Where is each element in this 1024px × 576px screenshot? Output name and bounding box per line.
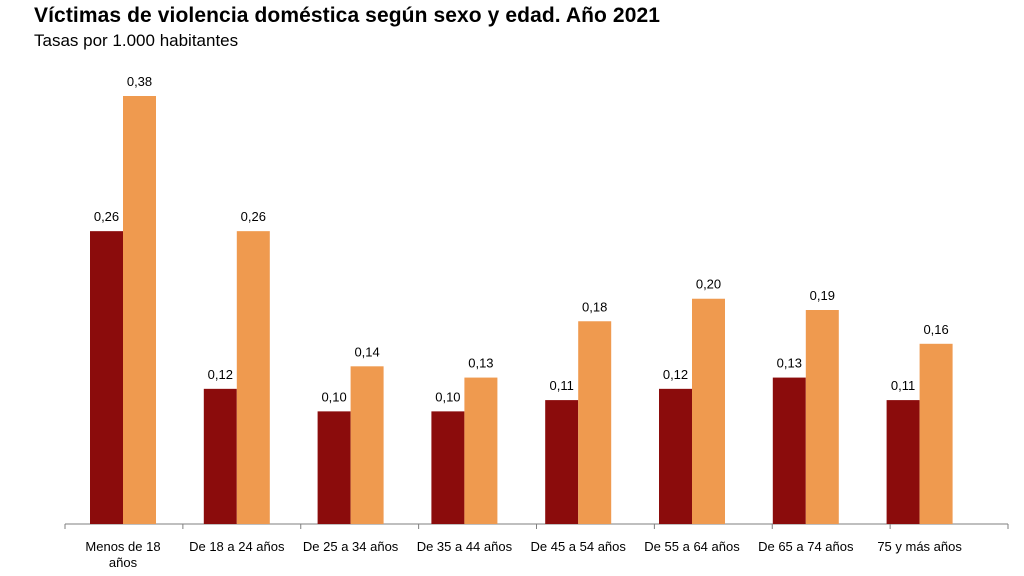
data-label: 0,11 xyxy=(891,378,915,393)
bar xyxy=(886,400,920,524)
bar xyxy=(659,388,692,524)
data-label: 0,11 xyxy=(550,378,574,393)
bar xyxy=(123,96,156,524)
x-tick-label: De 35 a 44 años xyxy=(417,539,513,554)
x-tick-label: De 55 a 64 años xyxy=(644,539,740,554)
bar xyxy=(350,366,384,524)
x-tick-label: años xyxy=(109,555,138,570)
data-label: 0,13 xyxy=(777,356,802,371)
bar xyxy=(317,411,351,524)
data-label: 0,26 xyxy=(241,209,266,224)
x-tick-label: Menos de 18 xyxy=(85,539,160,554)
x-tick-label: De 65 a 74 años xyxy=(758,539,854,554)
bar xyxy=(431,411,465,524)
chart-subtitle: Tasas por 1.000 habitantes xyxy=(34,31,239,50)
data-label: 0,38 xyxy=(127,74,152,89)
data-label: 0,19 xyxy=(810,288,835,303)
data-label: 0,16 xyxy=(923,322,948,337)
data-label: 0,10 xyxy=(435,389,460,404)
data-label: 0,12 xyxy=(208,367,233,382)
data-label: 0,12 xyxy=(663,367,688,382)
bar xyxy=(578,321,612,524)
bar xyxy=(692,298,725,524)
x-tick-label: De 18 a 24 años xyxy=(189,539,285,554)
bar xyxy=(464,377,498,524)
data-label: 0,10 xyxy=(321,389,346,404)
bar xyxy=(919,343,953,524)
x-tick-label: 75 y más años xyxy=(877,539,962,554)
data-label: 0,26 xyxy=(94,209,119,224)
bar xyxy=(203,388,237,524)
bar xyxy=(236,231,270,524)
x-tick-label: De 25 a 34 años xyxy=(303,539,399,554)
bar xyxy=(90,231,123,524)
x-tick-label: De 45 a 54 años xyxy=(530,539,626,554)
data-label: 0,18 xyxy=(582,299,607,314)
data-label: 0,14 xyxy=(354,344,379,359)
data-label: 0,20 xyxy=(696,277,721,292)
bar xyxy=(772,377,806,524)
data-label: 0,13 xyxy=(468,356,493,371)
bar xyxy=(805,310,839,524)
bar xyxy=(545,400,579,524)
chart-title: Víctimas de violencia doméstica según se… xyxy=(34,4,661,27)
